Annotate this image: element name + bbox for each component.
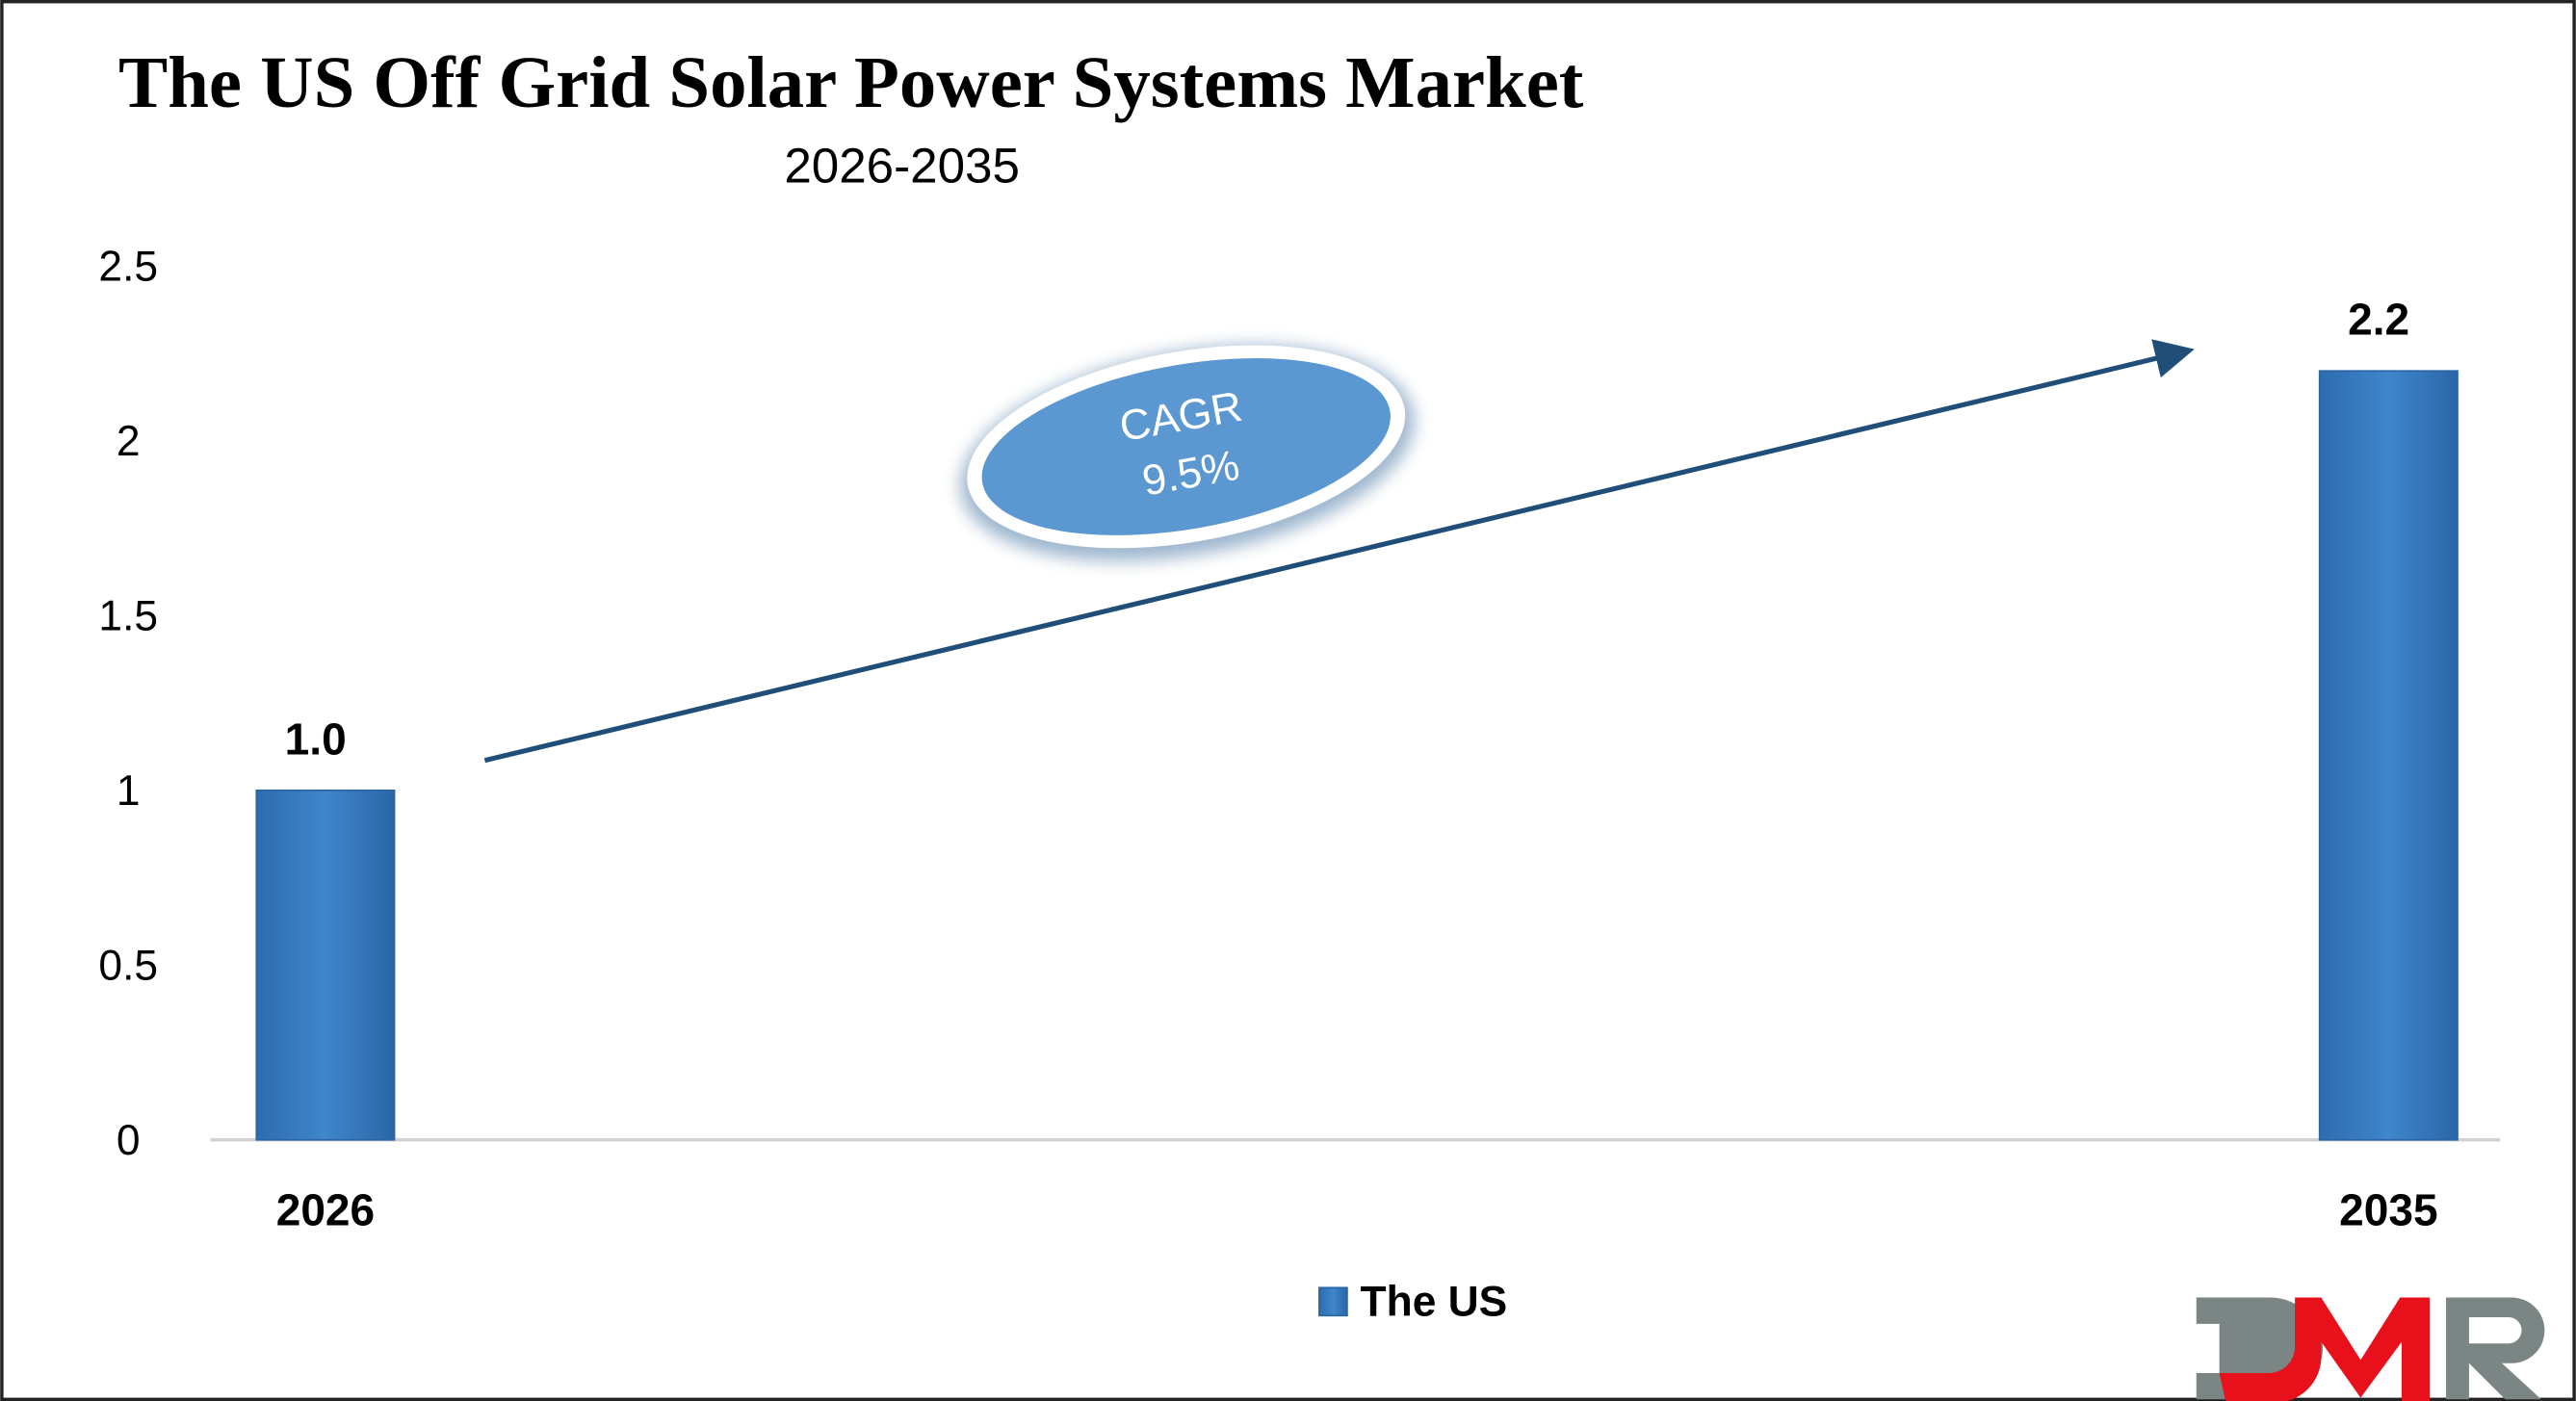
x-tick-label: 2026 — [276, 1184, 375, 1234]
x-tick-label: 2035 — [2339, 1184, 2437, 1234]
y-tick-label: 1 — [117, 767, 141, 815]
y-tick-label: 0 — [117, 1117, 141, 1164]
dmr-logo — [2196, 1297, 2545, 1401]
chart-subtitle: 2026-2035 — [784, 138, 1020, 193]
y-tick-label: 2.5 — [98, 244, 158, 291]
cagr-badge: CAGR 9.5% — [960, 345, 1415, 561]
bar-2026 — [255, 789, 396, 1141]
bar-2035 — [2318, 370, 2459, 1141]
growth-arrow — [483, 339, 2195, 764]
legend-label: The US — [1361, 1278, 1508, 1325]
y-tick-label: 0.5 — [98, 943, 158, 990]
y-tick-label: 2 — [117, 418, 141, 465]
data-label: 2.2 — [2348, 295, 2409, 345]
y-tick-label: 1.5 — [98, 593, 158, 640]
data-label: 1.0 — [285, 713, 347, 764]
chart-title: The US Off Grid Solar Power Systems Mark… — [118, 41, 1584, 123]
legend-swatch — [1318, 1286, 1348, 1317]
legend: The US — [1318, 1278, 1508, 1325]
